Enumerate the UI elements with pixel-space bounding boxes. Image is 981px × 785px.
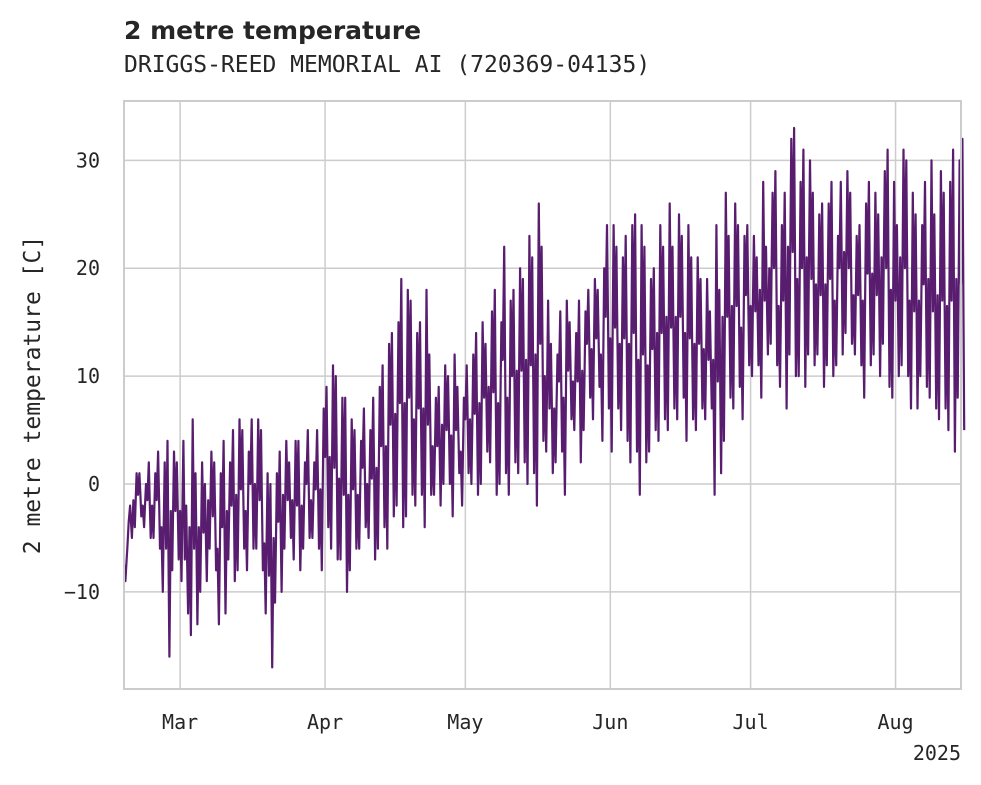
x-tick-labels: Mar Apr May Jun Jul Aug: [162, 710, 914, 734]
y-tick-label: −10: [64, 580, 100, 604]
y-tick-label: 20: [76, 256, 100, 280]
chart-subtitle: DRIGGS-REED MEMORIAL AI (720369-04135): [124, 52, 651, 78]
plot-frame: [123, 100, 962, 690]
x-tick-label: Mar: [162, 710, 198, 734]
y-tick-labels: −10 0 10 20 30: [64, 148, 100, 604]
temperature-series-line: [122, 126, 966, 669]
x-offset-label: 2025: [913, 741, 961, 765]
y-tick-label: 10: [76, 364, 100, 388]
x-tick-label: Jul: [733, 710, 769, 734]
x-tick-label: May: [447, 710, 483, 734]
x-tick-label: Jun: [592, 710, 628, 734]
chart-title: 2 metre temperature: [124, 16, 422, 45]
x-tick-label: Aug: [877, 710, 913, 734]
series-lines: [122, 126, 966, 669]
y-axis-label: 2 metre temperature [C]: [20, 236, 46, 555]
y-tick-label: 30: [76, 148, 100, 172]
y-tick-label: 0: [88, 472, 100, 496]
x-tick-label: Apr: [307, 710, 343, 734]
